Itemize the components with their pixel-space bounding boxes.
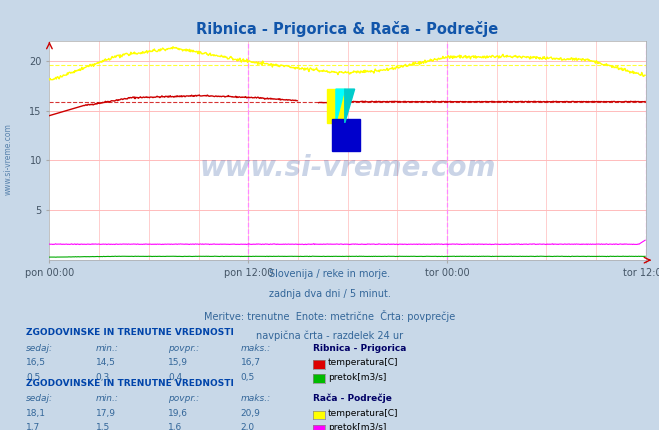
Text: Slovenija / reke in morje.: Slovenija / reke in morje. <box>269 269 390 279</box>
Text: 1,7: 1,7 <box>26 424 41 430</box>
Text: pretok[m3/s]: pretok[m3/s] <box>328 373 387 382</box>
Text: pretok[m3/s]: pretok[m3/s] <box>328 424 387 430</box>
Bar <box>327 89 345 123</box>
Title: Ribnica - Prigorica & Rača - Podrečje: Ribnica - Prigorica & Rača - Podrečje <box>196 21 499 37</box>
Text: www.si-vreme.com: www.si-vreme.com <box>3 123 13 195</box>
Text: maks.:: maks.: <box>241 394 271 403</box>
Text: 15,9: 15,9 <box>168 358 188 367</box>
Text: 14,5: 14,5 <box>96 358 115 367</box>
Text: 0,5: 0,5 <box>241 373 255 382</box>
Text: ZGODOVINSKE IN TRENUTNE VREDNOSTI: ZGODOVINSKE IN TRENUTNE VREDNOSTI <box>26 329 234 338</box>
Text: Ribnica - Prigorica: Ribnica - Prigorica <box>313 344 407 353</box>
Bar <box>331 119 360 150</box>
Text: 1,6: 1,6 <box>168 424 183 430</box>
Text: 20,9: 20,9 <box>241 409 260 418</box>
Text: ZGODOVINSKE IN TRENUTNE VREDNOSTI: ZGODOVINSKE IN TRENUTNE VREDNOSTI <box>26 379 234 388</box>
Text: min.:: min.: <box>96 344 119 353</box>
Text: 16,7: 16,7 <box>241 358 260 367</box>
Text: sedaj:: sedaj: <box>26 394 53 403</box>
Text: 19,6: 19,6 <box>168 409 188 418</box>
Text: 1,5: 1,5 <box>96 424 110 430</box>
Text: min.:: min.: <box>96 394 119 403</box>
Text: navpična črta - razdelek 24 ur: navpična črta - razdelek 24 ur <box>256 331 403 341</box>
Text: zadnja dva dni / 5 minut.: zadnja dva dni / 5 minut. <box>269 289 390 299</box>
Text: 0,4: 0,4 <box>168 373 182 382</box>
Text: povpr.:: povpr.: <box>168 394 199 403</box>
Text: sedaj:: sedaj: <box>26 344 53 353</box>
Text: Meritve: trenutne  Enote: metrične  Črta: povprečje: Meritve: trenutne Enote: metrične Črta: … <box>204 310 455 322</box>
Text: 0,3: 0,3 <box>96 373 110 382</box>
Text: 2,0: 2,0 <box>241 424 254 430</box>
Text: Rača - Podrečje: Rača - Podrečje <box>313 394 392 403</box>
Text: 17,9: 17,9 <box>96 409 115 418</box>
Text: www.si-vreme.com: www.si-vreme.com <box>200 154 496 182</box>
Text: 0,5: 0,5 <box>26 373 41 382</box>
Polygon shape <box>345 89 355 123</box>
Text: 16,5: 16,5 <box>26 358 46 367</box>
Text: 18,1: 18,1 <box>26 409 46 418</box>
Text: temperatura[C]: temperatura[C] <box>328 358 399 367</box>
Text: povpr.:: povpr.: <box>168 344 199 353</box>
Text: maks.:: maks.: <box>241 344 271 353</box>
Text: temperatura[C]: temperatura[C] <box>328 409 399 418</box>
Polygon shape <box>336 89 345 123</box>
